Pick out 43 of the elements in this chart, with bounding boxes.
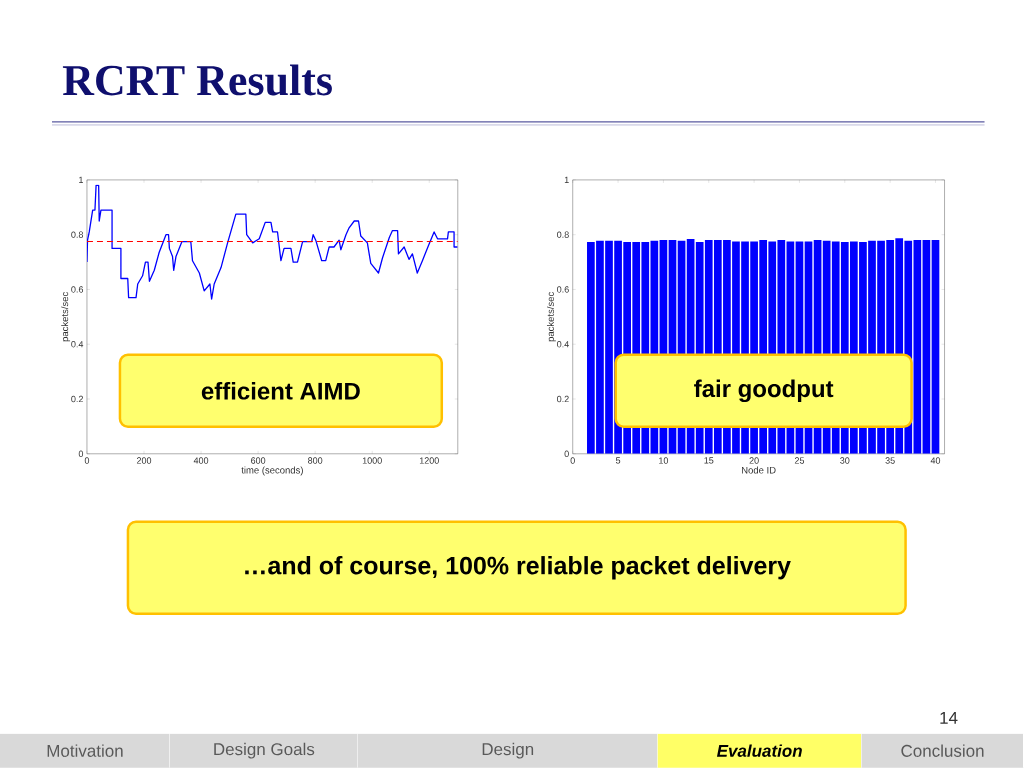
x-tick-label: 25 (794, 457, 805, 464)
x-tick-label: 10 (659, 457, 669, 464)
y-tick-label: 0.6 (71, 286, 84, 293)
text: Motivation (47, 744, 123, 757)
annotation: fair goodput (694, 379, 834, 402)
x-axis-title: time (seconds) (241, 466, 303, 476)
x-axis-title: Node ID (742, 466, 776, 474)
x-tick-label: 0 (570, 457, 575, 464)
x-tick-label: 30 (840, 457, 850, 464)
y-tick-label: 0 (78, 450, 84, 457)
y-axis-title: packets/sec (546, 291, 556, 342)
y-tick-label: 1 (564, 176, 569, 183)
x-tick-label: 0 (84, 457, 90, 464)
annotation: efficient AIMD (201, 381, 360, 400)
x-tick-label: 20 (749, 457, 759, 464)
x-tick-label: 1000 (362, 457, 382, 464)
y-tick-label: 0.6 (557, 286, 569, 293)
y-tick-label: 0.4 (557, 340, 569, 348)
text: Design Goals (214, 742, 315, 759)
y-axis-title: packets/sec (61, 291, 71, 342)
x-tick-label: 15 (704, 457, 714, 464)
y-tick-label: 0.2 (557, 395, 569, 403)
x-tick-label: 5 (615, 457, 621, 464)
text: …and of course, 100% reliable packet delivery (245, 556, 791, 580)
text: Evaluation (716, 744, 802, 757)
y-tick-label: 0.8 (557, 231, 569, 238)
y-tick-label: 0 (564, 450, 569, 457)
x-tick-label: 400 (193, 457, 209, 464)
x-tick-label: 800 (308, 457, 323, 464)
x-tick-label: 40 (930, 457, 941, 464)
y-tick-label: 0.4 (71, 340, 84, 348)
x-tick-label: 200 (136, 457, 152, 464)
y-tick-label: 0.8 (71, 231, 84, 238)
x-tick-label: 600 (251, 457, 266, 464)
line-series (86, 184, 458, 300)
y-tick-label: 1 (79, 176, 83, 183)
text: Conclusion (901, 744, 984, 757)
x-tick-label: 1200 (419, 457, 439, 464)
text: Design (482, 742, 534, 759)
x-tick-label: 35 (885, 457, 895, 464)
chart-title: RCRT Results (62, 64, 332, 96)
y-tick-label: 0.2 (71, 395, 83, 403)
text: 14 (940, 711, 958, 724)
